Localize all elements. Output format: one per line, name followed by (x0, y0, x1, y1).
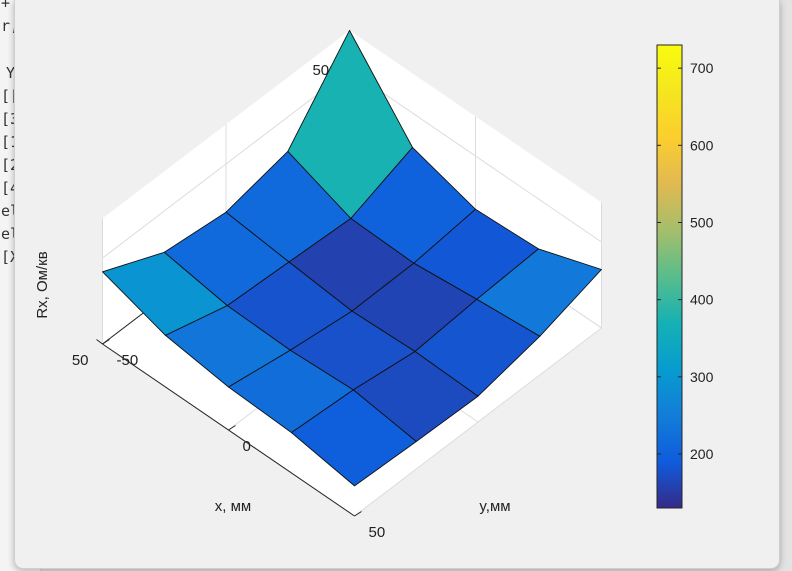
z-axis-label: Rx, Ом/кв (34, 251, 51, 318)
x-tick (96, 339, 103, 345)
floor-grid-line (354, 327, 602, 517)
colorbar-tick-label: 500 (690, 214, 714, 230)
colorbar-tick-label: 600 (690, 137, 714, 153)
y-tick (102, 339, 110, 345)
colorbar-tick-label: 700 (690, 60, 714, 76)
colorbar-scale (656, 44, 683, 509)
x-tick-label: 50 (72, 352, 89, 369)
colorbar-tick-label: 300 (690, 369, 714, 385)
editor-line: Y (6, 64, 16, 82)
editor-line: + (1, 0, 11, 12)
axis-labels: x, мм y,мм Rx, Ом/кв (34, 251, 511, 515)
y-tick-label: 50 (369, 524, 386, 541)
y-tick-label: -50 (117, 352, 139, 369)
colorbar-tick-label: 200 (690, 446, 714, 462)
surface-patch (291, 389, 417, 487)
y-tick (354, 511, 362, 517)
y-tick-label: 0 (243, 438, 251, 455)
surface (102, 29, 602, 487)
colorbar: 200 300 400 500 600 700 (656, 44, 714, 509)
colorbar-tick-label: 400 (690, 292, 714, 308)
y-tick (228, 425, 236, 431)
y-axis-label: y,мм (479, 498, 510, 515)
x-axis-label: x, мм (215, 498, 251, 515)
